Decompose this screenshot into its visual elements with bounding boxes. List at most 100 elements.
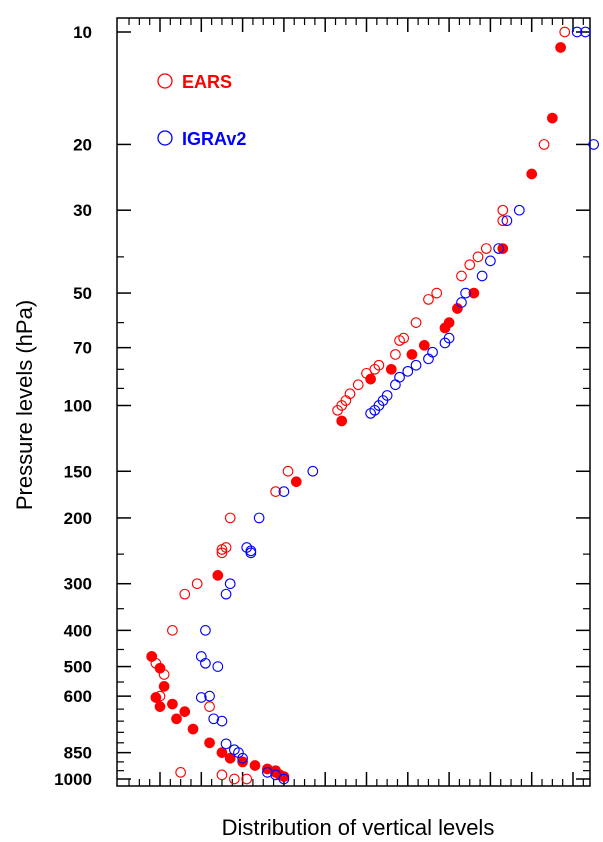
- igrav2-point: [588, 139, 600, 150]
- ears-point: [224, 512, 236, 524]
- y-axis-ticks: [117, 31, 590, 780]
- igrav2-point: [571, 26, 583, 38]
- y-tick-label: 200: [64, 509, 92, 528]
- igrav2-point: [200, 625, 211, 636]
- ears-point: [497, 215, 509, 227]
- ears-point: [344, 388, 356, 400]
- y-axis-tick-labels: 10 20 30 50 70 100 150 200 300 400 500 600 850 1000: [54, 23, 92, 789]
- igrav2-point: [270, 769, 281, 781]
- ears-filled-point: [468, 287, 480, 299]
- ears-point: [175, 767, 186, 778]
- igrav2-point: [216, 715, 228, 727]
- ears-point: [373, 359, 385, 371]
- y-tick-label: 500: [64, 658, 92, 677]
- igrav2-point: [237, 752, 248, 764]
- ears-filled-point: [204, 737, 215, 749]
- y-tick-label: 850: [64, 744, 92, 763]
- ears-point: [431, 287, 443, 299]
- ears-point: [559, 26, 571, 38]
- ears-filled-point: [418, 339, 430, 351]
- igrav2-point: [253, 512, 265, 524]
- y-tick-label: 10: [73, 23, 92, 42]
- ears-point: [394, 335, 405, 346]
- ears-filled-point: [150, 692, 162, 703]
- ears-point: [282, 465, 294, 477]
- ears-point: [216, 544, 228, 555]
- y-tick-label: 600: [64, 687, 92, 706]
- ears-filled-point: [385, 363, 397, 375]
- legend-marker-igrav2: [157, 130, 173, 146]
- legend-label-ears: EARS: [182, 72, 232, 92]
- ears-filled-point: [146, 651, 158, 662]
- y-tick-label: 300: [64, 575, 92, 594]
- igrav2-point: [460, 287, 471, 299]
- igrav2-point: [402, 365, 414, 377]
- ears-filled-point: [158, 681, 170, 692]
- data-points: [146, 26, 600, 785]
- plot-frame: [116, 17, 591, 787]
- ears-point: [228, 773, 240, 785]
- igrav2-point: [245, 547, 257, 559]
- igrav2-point: [224, 578, 236, 590]
- igrav2-point: [208, 713, 220, 725]
- ears-filled-point: [336, 415, 348, 427]
- y-tick-label: 400: [64, 621, 92, 640]
- ears-filled-point: [406, 349, 418, 360]
- igrav2-point: [501, 215, 513, 227]
- igrav2-point: [390, 379, 401, 391]
- ears-point: [480, 243, 492, 254]
- ears-filled-point: [497, 243, 509, 254]
- igrav2-point: [212, 661, 224, 672]
- ears-filled-point: [224, 752, 236, 764]
- ears-filled-point: [154, 662, 166, 674]
- ears-filled-point: [171, 713, 182, 725]
- x-axis-title: Distribution of vertical levels: [222, 815, 495, 840]
- ears-point: [204, 701, 215, 712]
- ears-filled-point: [555, 42, 566, 53]
- ears-point: [538, 139, 550, 150]
- igrav2-point: [204, 690, 215, 702]
- ears-point: [390, 349, 401, 360]
- ears-point: [352, 379, 364, 391]
- y-tick-label: 100: [64, 397, 92, 416]
- y-tick-label: 1000: [54, 770, 92, 789]
- igrav2-point: [195, 692, 207, 703]
- ears-filled-point: [212, 570, 224, 581]
- legend-marker-ears: [157, 73, 173, 89]
- y-tick-label: 30: [73, 201, 92, 220]
- igrav2-point: [200, 657, 211, 669]
- y-tick-label: 20: [73, 135, 92, 154]
- ears-filled-point: [154, 701, 166, 712]
- ears-point: [464, 259, 476, 271]
- igrav2-point: [220, 588, 232, 600]
- igrav2-point: [365, 408, 376, 419]
- igrav2-point: [220, 738, 232, 750]
- ears-point: [216, 547, 228, 559]
- igrav2-point: [278, 773, 290, 785]
- y-tick-label: 70: [73, 339, 92, 358]
- ears-filled-point: [526, 168, 538, 180]
- legend: EARS IGRAv2: [157, 72, 246, 149]
- igrav2-point: [423, 353, 434, 365]
- ears-point: [423, 294, 434, 305]
- igrav2-point: [493, 243, 505, 254]
- ears-point: [270, 486, 281, 497]
- igrav2-point: [513, 204, 525, 216]
- legend-label-igrav2: IGRAv2: [182, 129, 246, 149]
- ears-filled-point: [179, 706, 191, 717]
- igrav2-point: [278, 486, 290, 497]
- ears-filled-point: [290, 476, 302, 488]
- ears-filled-point: [546, 112, 558, 124]
- ears-point: [456, 270, 467, 282]
- y-tick-label: 50: [73, 284, 92, 303]
- igrav2-point: [439, 337, 451, 349]
- x-axis-ticks: [128, 18, 584, 786]
- ears-filled-point: [278, 771, 290, 782]
- ears-filled-point: [439, 322, 451, 334]
- ears-point: [410, 317, 422, 328]
- y-axis-title: Pressure levels (hPa): [12, 300, 37, 510]
- ears-point: [179, 588, 191, 600]
- ears-point: [241, 773, 253, 785]
- ears-filled-point: [237, 756, 248, 768]
